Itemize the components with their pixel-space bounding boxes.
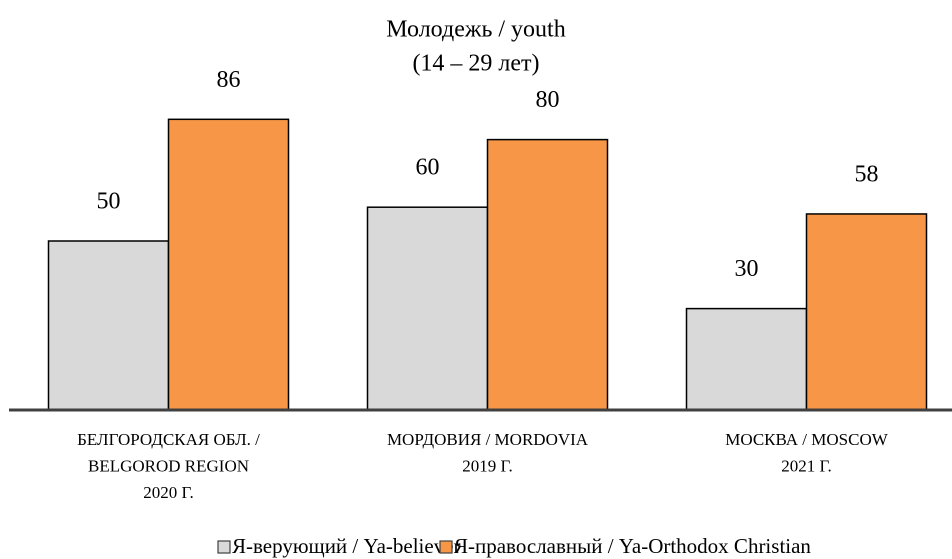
legend-label: Я-православный / Ya-Orthodox Christian	[454, 534, 811, 558]
chart-subtitle: (14 – 29 лет)	[412, 51, 539, 77]
x-tick-label: МОСКВА / MOSCOW	[725, 430, 889, 449]
bar	[366, 206, 489, 411]
value-label: 60	[416, 155, 440, 181]
x-tick-label: 2019 Г.	[462, 456, 512, 475]
x-tick-label: 2021 Г.	[781, 456, 831, 475]
x-tick-label: БЕЛГОРОДСКАЯ ОБЛ. /	[77, 430, 260, 449]
bar	[47, 240, 170, 411]
bar	[167, 118, 290, 411]
x-tick-label: BELGOROD REGION	[88, 456, 249, 475]
x-tick-label: МОРДОВИЯ / MORDOVIA	[387, 430, 589, 449]
bar	[486, 138, 609, 411]
legend-label: Я-верующий / Ya-believer	[232, 534, 461, 558]
bar	[805, 213, 928, 411]
value-label: 50	[97, 189, 121, 215]
value-label: 58	[855, 161, 879, 187]
value-label: 80	[536, 87, 560, 113]
value-label: 86	[217, 67, 241, 93]
x-tick-label: 2020 Г.	[143, 483, 193, 502]
legend-marker	[217, 540, 231, 554]
value-label: 30	[735, 256, 759, 282]
bar	[685, 307, 808, 411]
chart-title: Молодежь / youth	[386, 17, 565, 43]
legend-marker	[439, 540, 453, 554]
